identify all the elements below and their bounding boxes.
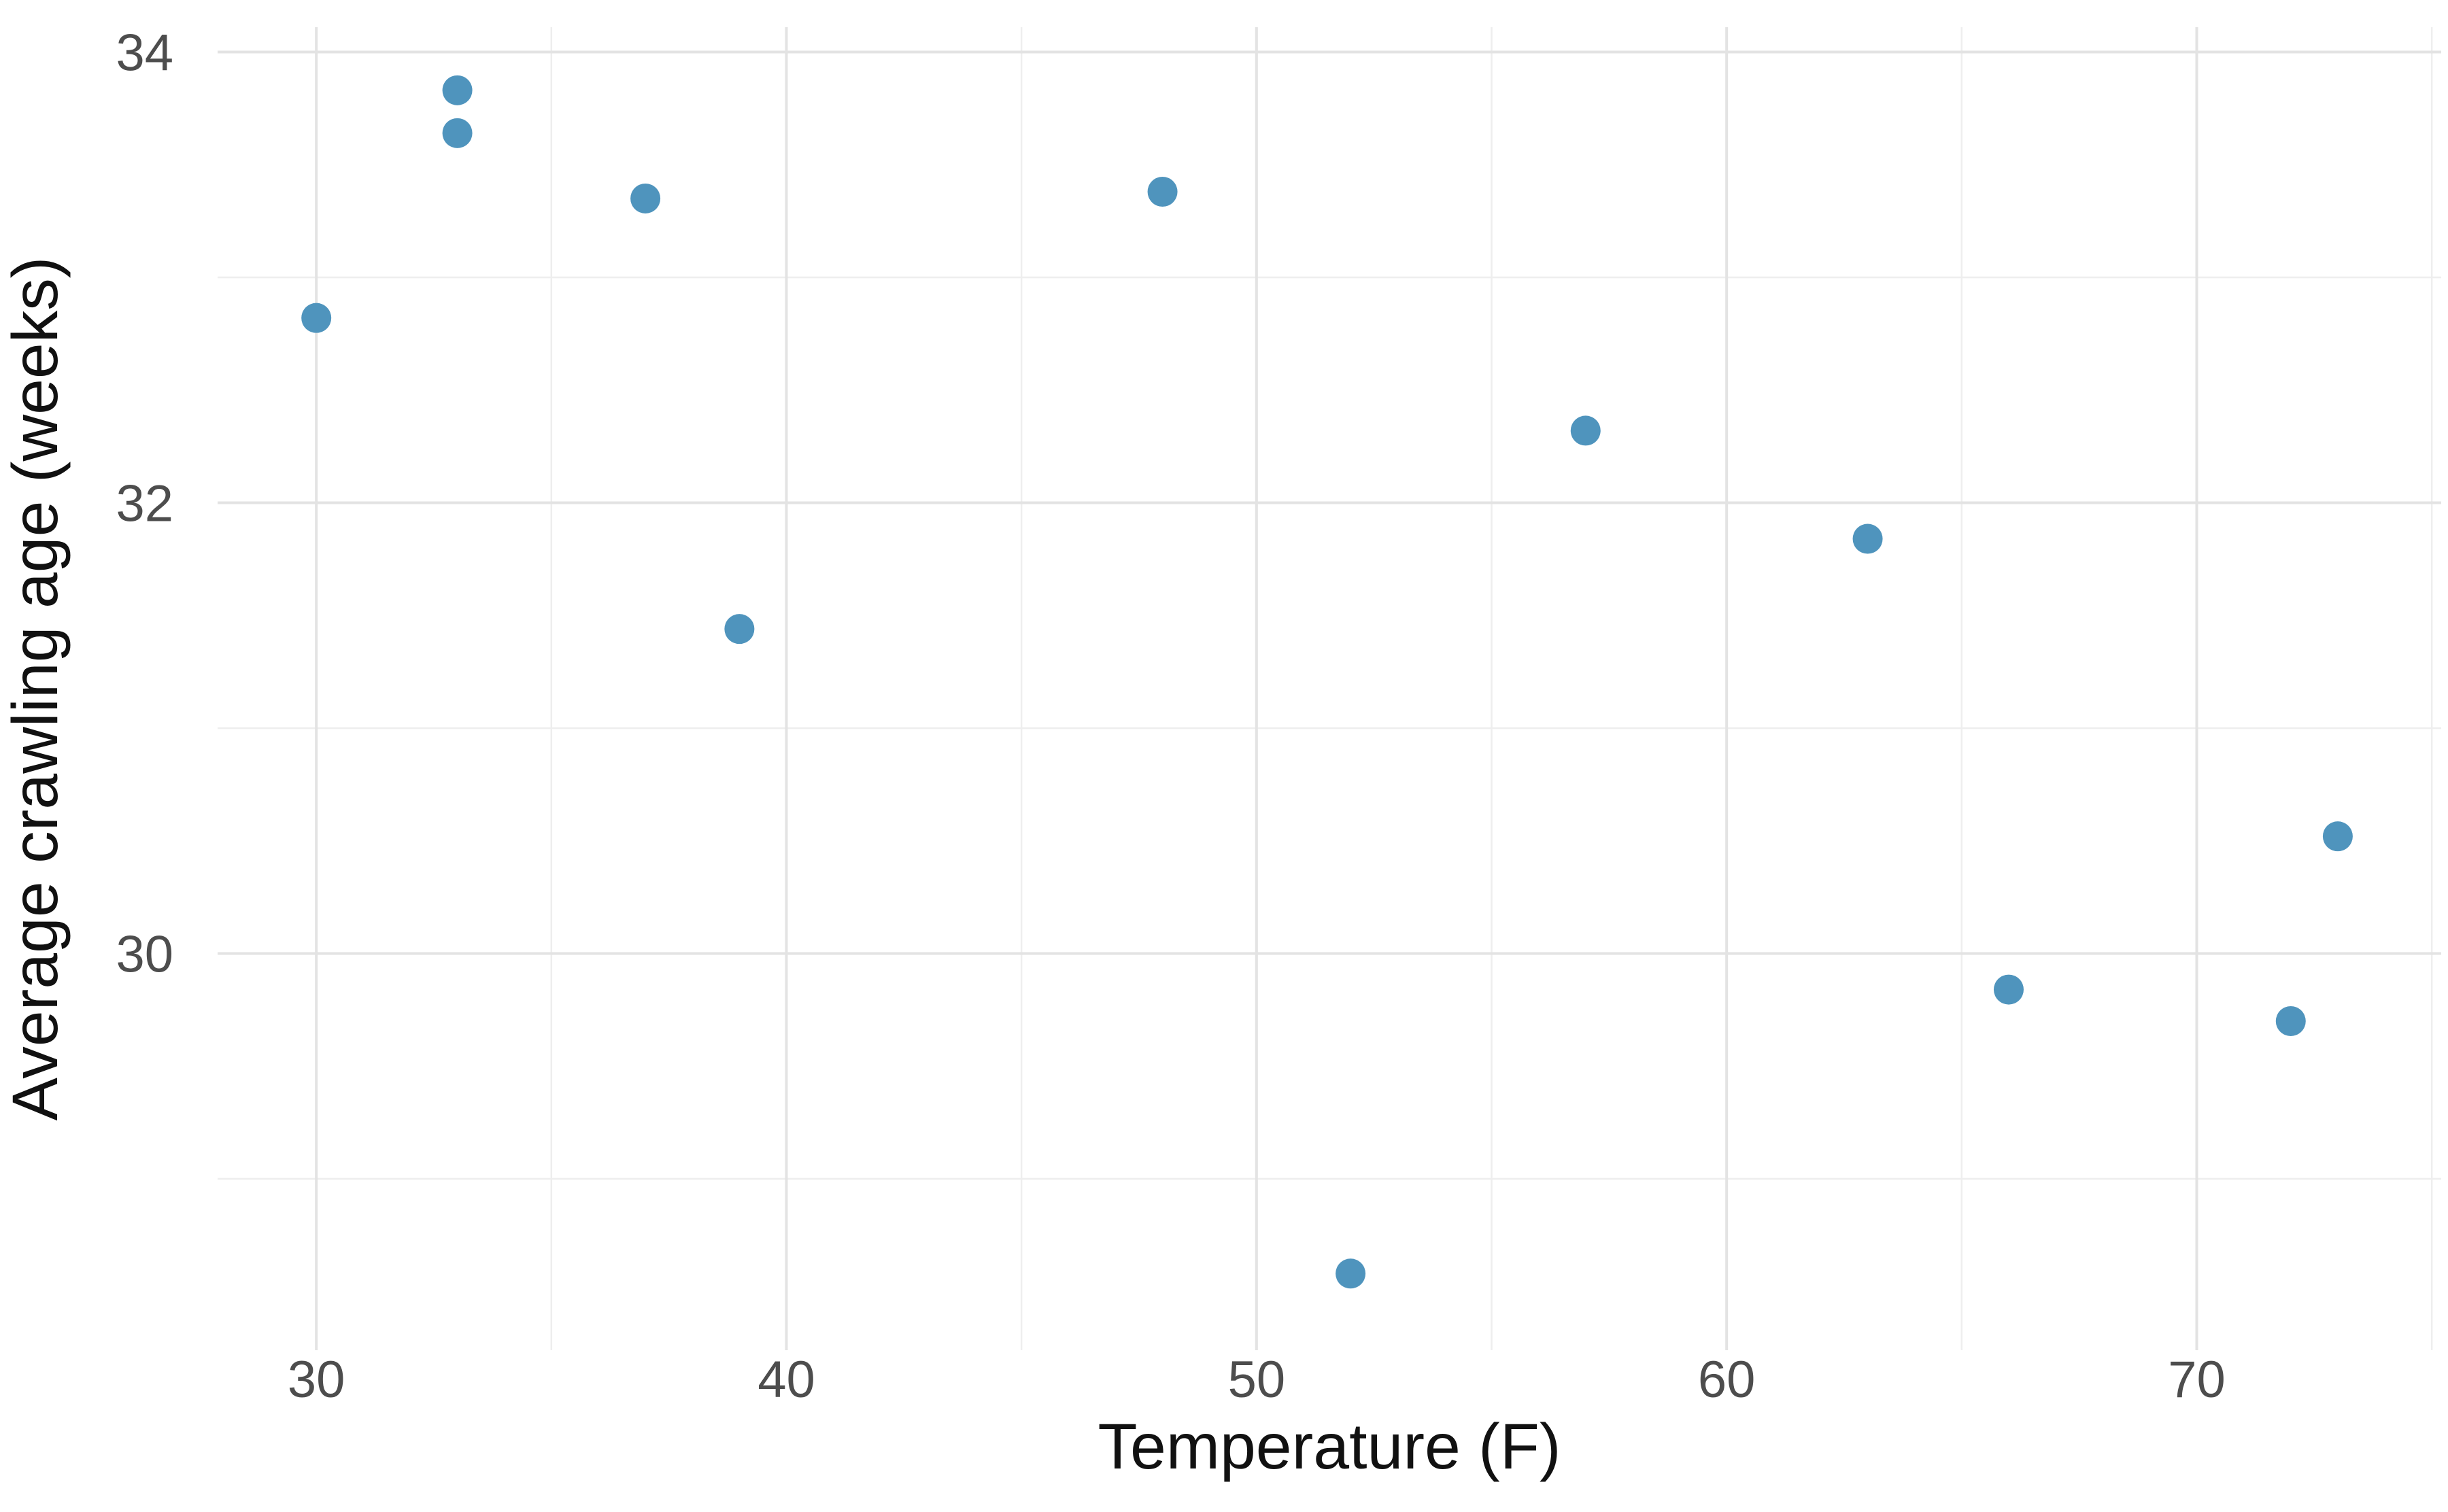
data-point bbox=[442, 118, 473, 148]
x-axis-title: Temperature (F) bbox=[1098, 1411, 1561, 1483]
data-point bbox=[630, 183, 661, 213]
data-point bbox=[2322, 821, 2353, 852]
x-tick-label: 40 bbox=[758, 1351, 815, 1409]
grid-layer bbox=[218, 27, 2441, 1350]
x-tick-label: 50 bbox=[1228, 1351, 1286, 1409]
data-point bbox=[724, 614, 755, 645]
y-axis-title: Average crawling age (weeks) bbox=[0, 257, 71, 1121]
y-tick-label: 32 bbox=[116, 475, 173, 532]
data-point bbox=[1570, 415, 1601, 446]
data-point bbox=[301, 303, 332, 333]
points-layer bbox=[301, 75, 2353, 1289]
data-point bbox=[1852, 523, 1883, 554]
x-tick-label: 30 bbox=[288, 1351, 345, 1409]
data-point bbox=[1147, 177, 1178, 207]
data-point bbox=[442, 75, 473, 105]
x-tick-label: 70 bbox=[2168, 1351, 2226, 1409]
y-tick-label: 30 bbox=[116, 926, 173, 984]
data-point bbox=[1336, 1258, 1366, 1289]
y-tick-label: 34 bbox=[116, 24, 173, 82]
data-point bbox=[2275, 1006, 2306, 1036]
x-tick-label: 60 bbox=[1698, 1351, 1756, 1409]
data-point bbox=[1993, 974, 2024, 1005]
axis-labels-layer: 30 40 50 60 70 30 32 34 bbox=[116, 24, 2225, 1409]
